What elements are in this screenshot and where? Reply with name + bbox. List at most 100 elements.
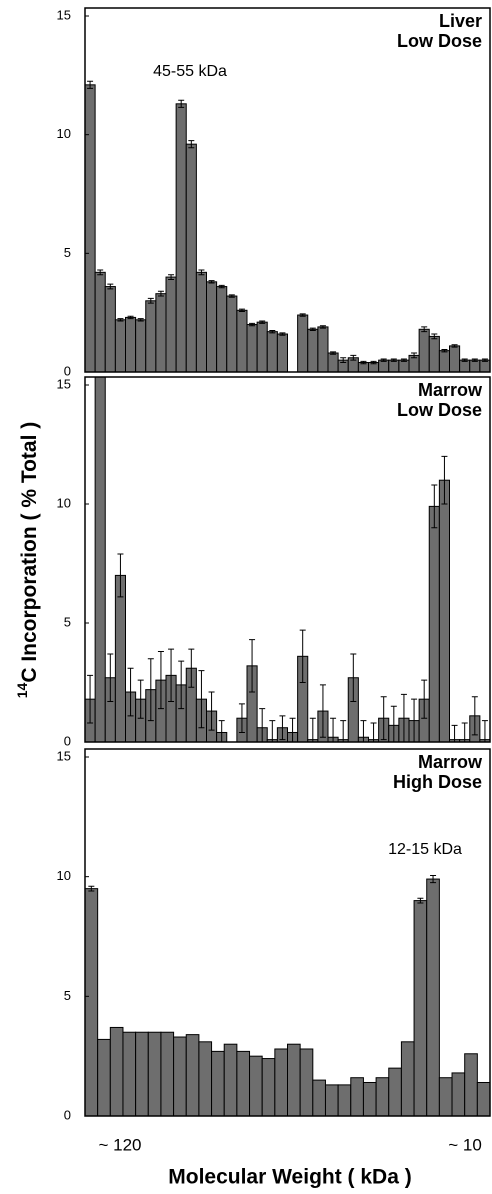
bar (173, 1036, 187, 1116)
bar (249, 1055, 263, 1116)
bar (236, 1050, 251, 1116)
bar (266, 331, 278, 372)
bar (206, 281, 218, 372)
error-bar (400, 693, 407, 742)
error-bar (421, 326, 428, 333)
y-tick-label: 15 (57, 7, 71, 22)
panel-title: Marrow (418, 380, 483, 400)
error-bar (430, 874, 437, 884)
x-end-label: ~ 120 (98, 1135, 141, 1154)
y-tick-label: 5 (64, 245, 71, 260)
error-bar (451, 724, 458, 742)
bar (362, 1081, 377, 1116)
panel-frame (84, 376, 491, 743)
error-bar (238, 308, 245, 312)
error-bar (360, 360, 367, 365)
error-bar (87, 80, 94, 89)
error-bar (481, 358, 488, 362)
bar (297, 314, 309, 372)
error-bar (97, 269, 104, 276)
bar (438, 350, 450, 372)
error-bar (330, 717, 337, 742)
error-bar (168, 274, 175, 280)
bar (256, 321, 268, 372)
error-bar (168, 648, 175, 703)
bar (211, 1050, 225, 1116)
bar (418, 328, 430, 372)
bar (449, 345, 461, 372)
bar (226, 295, 238, 372)
error-bar (157, 290, 164, 297)
error-bar (289, 717, 296, 742)
error-bar (198, 269, 205, 276)
error-bar (370, 722, 377, 742)
bar (135, 319, 147, 372)
bar (97, 1038, 111, 1116)
error-bar (88, 885, 95, 892)
error-bar (238, 703, 245, 733)
bar (398, 359, 410, 372)
bar (114, 574, 126, 742)
error-bar (340, 720, 347, 742)
bar (428, 335, 440, 372)
error-bar (269, 329, 276, 334)
error-bar (411, 698, 418, 742)
y-tick-label: 0 (64, 363, 71, 378)
panel (85, 377, 490, 742)
error-bar (390, 358, 397, 362)
bar (337, 1084, 352, 1116)
error-bar (259, 708, 266, 742)
bar (236, 309, 248, 372)
bar (426, 878, 440, 1116)
bar (145, 300, 157, 372)
error-bar (107, 283, 114, 290)
bar (287, 1043, 301, 1116)
bar (114, 319, 126, 372)
annotation: 12-15 kDa (388, 841, 462, 858)
error-bar (137, 679, 144, 719)
bar (122, 1031, 137, 1116)
bar (307, 328, 319, 372)
error-bar (411, 352, 418, 359)
bar (428, 505, 440, 742)
bar (104, 286, 116, 372)
bar (350, 1077, 364, 1116)
error-bar (107, 653, 114, 703)
y-tick-label: 5 (64, 988, 71, 1003)
bar (438, 1077, 453, 1116)
error-bar (279, 332, 286, 336)
bar (261, 1058, 276, 1116)
panel-title: Marrow (418, 752, 483, 772)
error-bar (147, 297, 154, 304)
error-bar (137, 318, 144, 322)
error-bar (208, 691, 215, 731)
bar (195, 271, 207, 372)
error-bar (269, 720, 276, 742)
error-bar (198, 670, 205, 729)
bar (276, 333, 288, 372)
error-bar (481, 720, 488, 742)
bar (85, 84, 96, 372)
error-bar (218, 284, 225, 289)
bar (274, 1048, 288, 1116)
error-bar (188, 140, 195, 149)
error-bar (208, 280, 215, 284)
error-bar (461, 358, 468, 362)
bar (147, 1031, 162, 1116)
y-tick-label: 15 (57, 748, 71, 763)
panel (85, 80, 490, 372)
error-bar (147, 658, 154, 722)
error-bar (117, 318, 124, 322)
bar (185, 143, 197, 372)
error-bar (330, 351, 337, 355)
bar (299, 1048, 314, 1116)
panel-frame (84, 748, 491, 1117)
error-bar (309, 717, 316, 742)
panel-title: Liver (439, 11, 482, 31)
error-bar (117, 553, 124, 598)
error-bar (340, 357, 347, 364)
bar (479, 359, 490, 372)
bar (216, 286, 228, 372)
error-bar (421, 679, 428, 719)
error-bar (319, 684, 326, 738)
